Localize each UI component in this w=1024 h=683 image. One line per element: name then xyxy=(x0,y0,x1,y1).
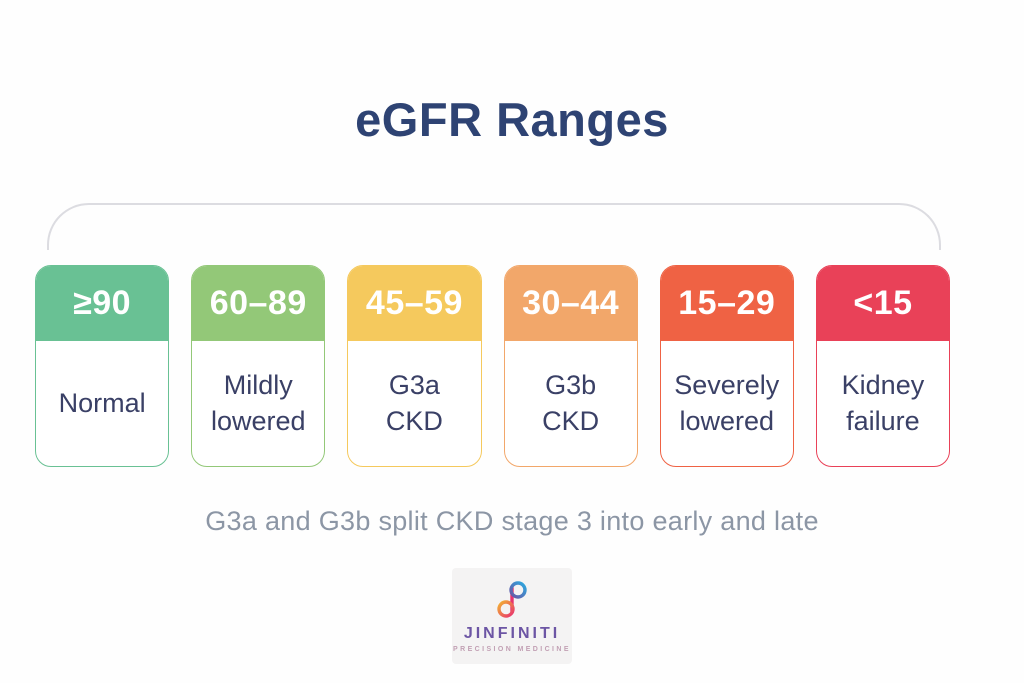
range-label: Normal xyxy=(58,387,146,418)
card-mildly-lowered: 60–89 Mildly lowered xyxy=(191,265,326,467)
range-bracket xyxy=(47,203,941,250)
brand-logo: JINFINITI PRECISION MEDICINE xyxy=(452,568,572,664)
range-label: G3b CKD xyxy=(542,369,600,436)
range-label: Severely lowered xyxy=(674,369,780,436)
card-g3a-ckd: 45–59 G3a CKD xyxy=(347,265,482,467)
range-label: G3a CKD xyxy=(385,369,443,436)
card-g3b-ckd: 30–44 G3b CKD xyxy=(503,265,638,467)
range-label: Mildly lowered xyxy=(210,369,306,436)
range-value: 60–89 xyxy=(192,266,325,341)
brand-tagline: PRECISION MEDICINE xyxy=(453,646,571,653)
range-value: ≥90 xyxy=(36,266,169,341)
brand-name: JINFINITI xyxy=(463,625,561,642)
card-severely-lowered: 15–29 Severely lowered xyxy=(659,265,794,467)
card-kidney-failure: <15 Kidney failure xyxy=(815,265,951,467)
page-title: eGFR Ranges xyxy=(355,93,669,146)
range-value: 15–29 xyxy=(660,266,793,341)
footnote-caption: G3a and G3b split CKD stage 3 into early… xyxy=(205,506,819,536)
range-value: <15 xyxy=(816,266,950,341)
egfr-cards-row: ≥90 Normal 60–89 Mildly lowered 45–59 G3… xyxy=(35,265,951,467)
card-normal: ≥90 Normal xyxy=(35,265,170,467)
range-value: 45–59 xyxy=(348,266,481,341)
range-value: 30–44 xyxy=(504,266,637,341)
jinfiniti-logo-icon xyxy=(497,581,527,618)
range-label: Kidney failure xyxy=(841,369,925,436)
